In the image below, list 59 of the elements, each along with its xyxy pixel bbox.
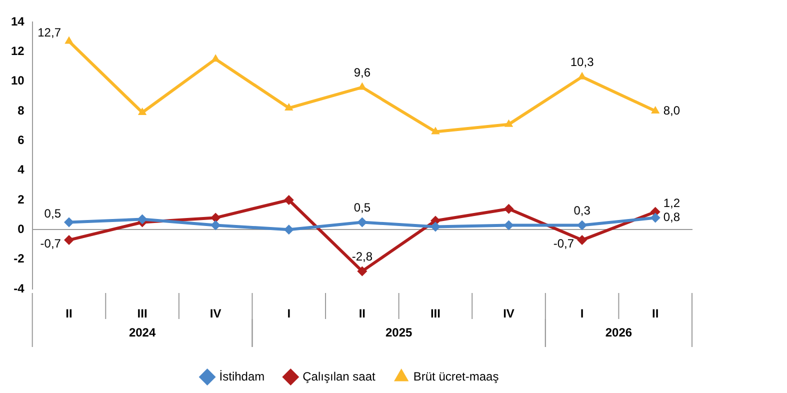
x-tick-label: III <box>430 306 440 321</box>
point <box>64 235 74 246</box>
text: 2025 <box>385 325 412 340</box>
data-label: 9,6 <box>354 66 371 80</box>
x-tick-label: III <box>137 306 148 321</box>
point <box>577 235 588 246</box>
x-tick-label: IV <box>503 306 514 321</box>
point <box>504 220 514 230</box>
x-tick-label: II <box>358 306 366 321</box>
data-label: 0,3 <box>574 204 591 218</box>
legend-label: Brüt ücret-maaş <box>413 369 499 384</box>
point <box>651 106 660 114</box>
point <box>284 195 294 205</box>
legend-label: İstihdam <box>219 369 265 384</box>
data-label: 12,7 <box>38 26 62 40</box>
point <box>650 212 660 223</box>
point <box>504 119 514 127</box>
data-label: 0,8 <box>663 210 680 224</box>
data-label: 1,2 <box>663 196 680 210</box>
point <box>577 220 588 230</box>
data-label: 0,5 <box>44 206 62 221</box>
x-tick-label: II <box>66 306 72 321</box>
data-label: 10,3 <box>570 55 594 70</box>
y-tick-label: 12 <box>10 44 25 58</box>
point <box>357 217 368 228</box>
point <box>210 220 221 230</box>
point <box>357 266 368 276</box>
point <box>138 107 147 115</box>
point <box>137 214 148 224</box>
point <box>210 212 221 223</box>
data-label: -0,7 <box>40 236 62 250</box>
data-label: -0,7 <box>553 236 574 250</box>
point <box>284 103 294 111</box>
x-tick-label: II <box>652 306 659 321</box>
point <box>64 217 74 228</box>
text: 2026 <box>605 325 632 340</box>
y-tick-label: 8 <box>18 103 25 118</box>
point <box>431 126 440 134</box>
data-label: -2,8 <box>352 250 373 264</box>
point <box>284 224 294 235</box>
data-label: 8,0 <box>663 103 680 118</box>
x-tick-label: IV <box>210 306 222 321</box>
point <box>64 36 74 44</box>
data-label: 0,5 <box>354 200 371 215</box>
point <box>211 54 220 62</box>
y-tick-label: -2 <box>14 252 25 266</box>
y-tick-label: 6 <box>18 132 25 147</box>
y-tick-label: 2 <box>18 192 25 206</box>
x-tick-label: I <box>287 306 291 321</box>
y-tick-label: 14 <box>10 14 25 28</box>
y-tick-label: 10 <box>10 74 25 88</box>
point <box>504 204 514 214</box>
text: 2024 <box>128 325 156 340</box>
x-tick-label: I <box>580 306 584 321</box>
legend-label: Çalışılan saat <box>302 369 376 384</box>
y-tick-label: 4 <box>18 162 25 177</box>
point <box>430 222 440 232</box>
y-tick-label: -4 <box>14 281 25 296</box>
y-tick-label: 0 <box>18 222 25 236</box>
